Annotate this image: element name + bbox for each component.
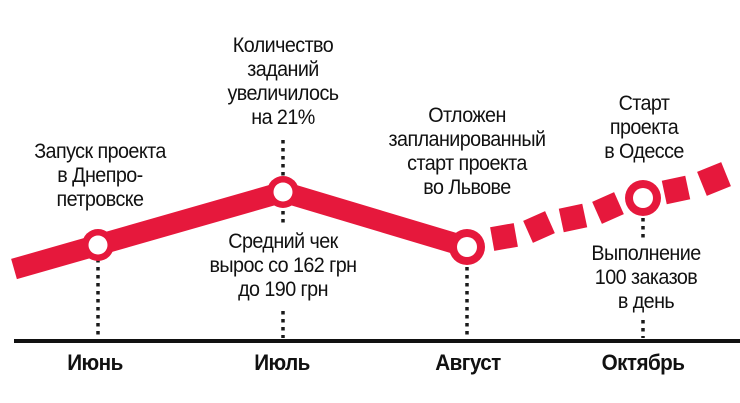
annotation-october-odessa-start: Старт проекта в Одессе — [604, 92, 684, 163]
marker-august-hole — [457, 237, 477, 257]
annotation-june-launch: Запуск проекта в Днепро- петровске — [34, 140, 166, 211]
dotted-connectors — [96, 140, 645, 338]
annotation-august-lviv-postponed: Отложен запланированный старт проекта во… — [388, 104, 546, 199]
marker-july-hole — [273, 182, 293, 202]
dash-segment — [592, 192, 624, 224]
dash-segment — [661, 175, 691, 205]
annotation-july-average-check: Средний чек вырос со 162 грн до 190 грн — [209, 230, 357, 301]
data-point-markers — [82, 176, 661, 265]
trend-line-solid — [11, 181, 471, 280]
dash-segment — [697, 162, 731, 196]
marker-june-hole — [88, 235, 108, 255]
dash-segment — [558, 203, 588, 233]
annotation-october-orders-per-day: Выполнение 100 заказов в день — [591, 242, 701, 313]
marker-october-hole — [633, 188, 653, 208]
dash-segment — [490, 223, 518, 251]
x-axis-label-july: Июль — [254, 350, 310, 375]
annotation-july-tasks-increase: Количество заданий увеличилось на 21% — [227, 34, 340, 129]
trend-line-dashed — [490, 162, 731, 251]
x-axis-label-october: Октябрь — [601, 350, 685, 375]
dash-segment — [523, 211, 555, 243]
x-axis-label-june: Июнь — [67, 350, 123, 375]
x-axis-label-august: Август — [435, 350, 501, 375]
